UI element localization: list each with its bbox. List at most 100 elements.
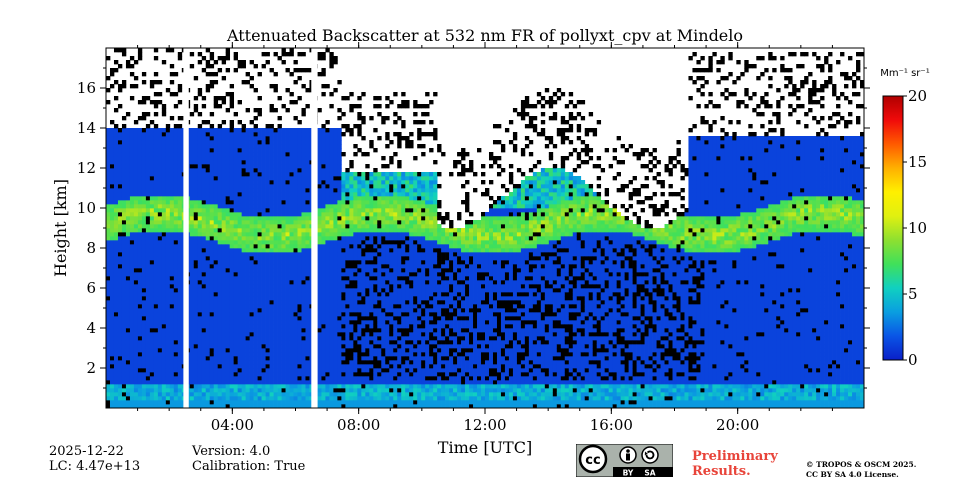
heatmap-cell: [277, 296, 282, 301]
heatmap-cell: [153, 292, 159, 297]
heatmap-cell: [241, 196, 246, 201]
heatmap-cell: [225, 132, 231, 137]
heatmap-cell: [273, 316, 278, 321]
heatmap-cell: [221, 136, 227, 141]
heatmap-cell: [233, 52, 238, 57]
heatmap-cell: [365, 248, 370, 253]
heatmap-cell: [221, 100, 227, 105]
heatmap-cell: [229, 220, 235, 225]
heatmap-cell: [189, 184, 195, 189]
heatmap-cell: [169, 192, 175, 197]
heatmap-cell: [329, 320, 334, 325]
heatmap-cell: [365, 396, 370, 401]
heatmap-cell: [229, 292, 235, 297]
heatmap-cell: [353, 392, 358, 397]
heatmap-cell: [297, 288, 302, 293]
heatmap-cell: [293, 152, 298, 157]
heatmap-cell: [121, 364, 127, 369]
heatmap-cell: [285, 376, 290, 381]
heatmap-cell: [161, 140, 167, 145]
heatmap-cell: [157, 276, 163, 281]
heatmap-cell: [205, 264, 211, 269]
heatmap-cell: [209, 168, 215, 173]
heatmap-cell: [357, 296, 362, 301]
heatmap-cell: [205, 296, 211, 301]
heatmap-cell: [325, 372, 330, 377]
heatmap-cell: [217, 316, 223, 321]
heatmap-cell: [177, 100, 183, 105]
heatmap-cell: [325, 120, 330, 125]
heatmap-cell: [209, 272, 215, 277]
heatmap-cell: [357, 288, 362, 293]
heatmap-cell: [169, 240, 175, 245]
heatmap-cell: [285, 268, 290, 273]
heatmap-cell: [301, 320, 306, 325]
heatmap-cell: [177, 176, 183, 181]
heatmap-cell: [189, 140, 195, 145]
heatmap-cell: [221, 172, 227, 177]
heatmap-cell: [213, 284, 219, 289]
heatmap-cell: [329, 340, 334, 345]
heatmap-cell: [165, 48, 171, 53]
heatmap-cell: [321, 208, 326, 213]
heatmap-cell: [121, 284, 127, 289]
heatmap-cell: [249, 180, 254, 185]
heatmap-cell: [325, 228, 330, 233]
heatmap-cell: [165, 260, 171, 265]
heatmap-cell: [341, 204, 346, 209]
heatmap-cell: [257, 356, 262, 361]
heatmap-cell: [373, 324, 378, 329]
heatmap-cell: [209, 256, 215, 261]
heatmap-cell: [281, 52, 286, 57]
heatmap-cell: [209, 264, 215, 269]
heatmap-cell: [337, 340, 342, 345]
heatmap-cell: [277, 304, 282, 309]
heatmap-cell: [209, 208, 215, 213]
heatmap-cell: [141, 308, 147, 313]
heatmap-cell: [153, 380, 159, 385]
heatmap-cell: [285, 328, 290, 333]
heatmap-cell: [137, 100, 143, 105]
heatmap-cell: [121, 360, 127, 365]
heatmap-cell: [149, 316, 155, 321]
heatmap-cell: [325, 356, 330, 361]
heatmap-cell: [293, 288, 298, 293]
heatmap-cell: [249, 316, 254, 321]
heatmap-cell: [197, 380, 203, 385]
heatmap-cell: [106, 392, 111, 397]
heatmap-cell: [289, 260, 294, 265]
heatmap-cell: [345, 336, 350, 341]
heatmap-cell: [165, 124, 171, 129]
heatmap-cell: [253, 220, 258, 225]
heatmap-cell: [133, 256, 139, 261]
heatmap-cell: [257, 284, 262, 289]
heatmap-cell: [177, 300, 183, 305]
heatmap-cell: [373, 352, 378, 357]
heatmap-cell: [301, 232, 306, 237]
heatmap-cell: [141, 276, 147, 281]
heatmap-cell: [169, 272, 175, 277]
heatmap-cell: [149, 136, 155, 141]
heatmap-cell: [149, 84, 155, 89]
heatmap-cell: [221, 364, 227, 369]
heatmap-cell: [149, 152, 155, 157]
heatmap-cell: [377, 392, 382, 397]
heatmap-cell: [273, 144, 278, 149]
heatmap-cell: [237, 384, 242, 389]
heatmap-cell: [285, 172, 290, 177]
heatmap-cell: [329, 332, 334, 337]
heatmap-cell: [157, 248, 163, 253]
heatmap-cell: [337, 292, 342, 297]
heatmap-cell: [269, 392, 274, 397]
heatmap-cell: [289, 300, 294, 305]
heatmap-cell: [345, 304, 350, 309]
heatmap-cell: [321, 324, 326, 329]
heatmap-cell: [253, 392, 258, 397]
heatmap-cell: [121, 136, 127, 141]
heatmap-cell: [109, 388, 115, 393]
heatmap-cell: [345, 400, 350, 405]
heatmap-cell: [365, 208, 370, 213]
heatmap-cell: [129, 232, 135, 237]
heatmap-cell: [109, 120, 115, 125]
heatmap-cell: [125, 224, 131, 229]
